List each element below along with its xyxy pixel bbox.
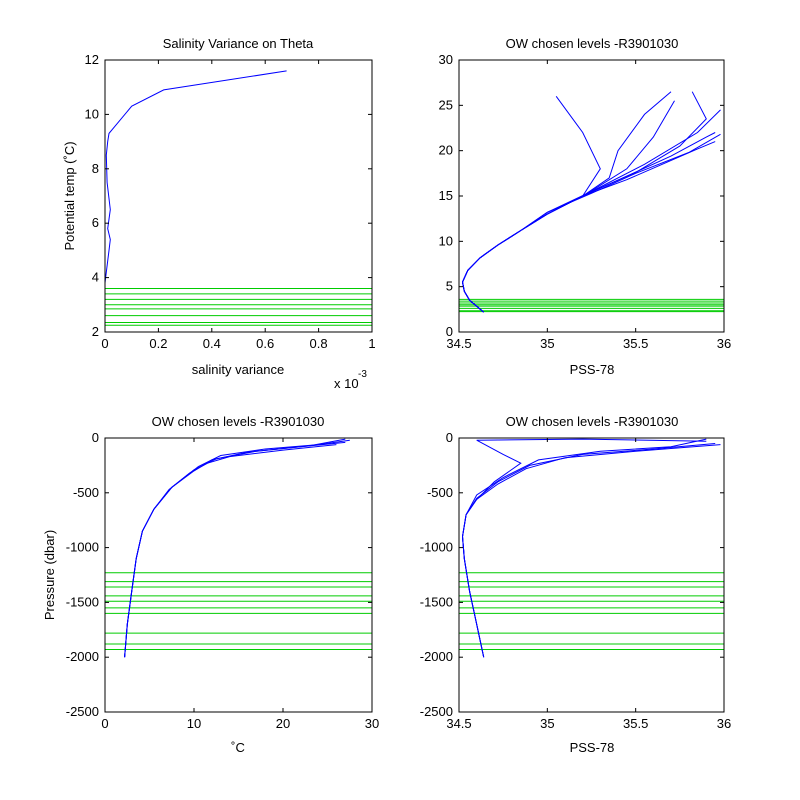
panel-3-series	[124, 438, 350, 658]
profile-series-line	[124, 438, 346, 658]
panel-1-x-multiplier-exponent: -3	[358, 369, 367, 380]
y-tick-label: -500	[73, 485, 99, 500]
panel-1-axes-box	[104, 59, 373, 333]
y-tick-label: 20	[439, 143, 453, 158]
x-tick-label: 36	[717, 716, 731, 731]
y-tick-label: 8	[92, 161, 99, 176]
panel-1-series	[104, 70, 287, 284]
panel-2-xlabel: PSS-78	[570, 362, 615, 377]
panel-4-yticks: -2500 -2000 -1500 -1000 -500 0	[420, 430, 724, 719]
x-tick-label: 30	[365, 716, 379, 731]
x-tick-label: 34.5	[446, 336, 471, 351]
panel-1-x-multiplier: x 10	[334, 376, 359, 391]
y-tick-label: 0	[446, 430, 453, 445]
panel-3-ylabel: Pressure (dbar)	[42, 530, 57, 620]
panel-3-axes-box	[104, 437, 373, 713]
y-tick-label: -2500	[66, 704, 99, 719]
x-tick-label: 0.8	[310, 336, 328, 351]
panel-4-xlabel: PSS-78	[570, 740, 615, 755]
x-tick-label: 0.2	[149, 336, 167, 351]
panel-1-yticks: 2 4 6 8 10 12	[85, 52, 372, 339]
panel-3-xticks: 0 10 20 30	[101, 438, 379, 731]
panel-2-yticks: 0 5 10 15 20 25 30	[439, 52, 724, 339]
y-tick-label: 2	[92, 324, 99, 339]
profile-series-line	[461, 133, 721, 313]
x-tick-label: 0.6	[256, 336, 274, 351]
x-tick-label: 35	[540, 716, 554, 731]
panel-theta-salinity: OW chosen levels -R3901030 34.5 35 35.5 36 …	[439, 36, 732, 377]
x-tick-label: 1	[368, 336, 375, 351]
y-tick-label: -500	[427, 485, 453, 500]
panel-1-levels	[105, 287, 372, 326]
y-tick-label: -1000	[420, 540, 453, 555]
panel-4-axes-box	[458, 437, 725, 713]
y-tick-label: 6	[92, 215, 99, 230]
panel-2-title: OW chosen levels -R3901030	[506, 36, 679, 51]
y-tick-label: 5	[446, 279, 453, 294]
y-tick-label: -2000	[66, 649, 99, 664]
x-tick-label: 35	[540, 336, 554, 351]
y-tick-label: -2500	[420, 704, 453, 719]
panel-3-title: OW chosen levels -R3901030	[152, 414, 325, 429]
panel-4-levels	[459, 572, 724, 651]
y-tick-label: 12	[85, 52, 99, 67]
y-tick-label: 0	[92, 430, 99, 445]
x-tick-label: 36	[717, 336, 731, 351]
panel-2-xticks: 34.5 35 35.5 36	[446, 60, 731, 351]
y-tick-label: 30	[439, 52, 453, 67]
x-tick-label: 10	[187, 716, 201, 731]
panel-3-yticks: -2500 -2000 -1500 -1000 -500 0	[66, 430, 372, 719]
x-tick-label: 35.5	[623, 336, 648, 351]
panel-1-ylabel: Potential temp (˚C)	[62, 141, 77, 250]
panel-3-xlabel: ˚C	[231, 740, 245, 755]
panel-pressure-temperature: OW chosen levels -R3901030 0 10 20 30 -2500…	[42, 414, 379, 755]
y-tick-label: 25	[439, 97, 453, 112]
y-tick-label: -1000	[66, 540, 99, 555]
y-tick-label: -2000	[420, 649, 453, 664]
y-tick-label: 4	[92, 270, 99, 285]
y-tick-label: 0	[446, 324, 453, 339]
panel-salinity-variance: Salinity Variance on Theta 0 0.2 0.4 0.6 0.8…	[62, 36, 376, 391]
profile-series-line	[104, 70, 287, 284]
panel-4-series	[461, 438, 721, 658]
x-tick-label: 34.5	[446, 716, 471, 731]
x-tick-label: 0	[101, 716, 108, 731]
y-tick-label: 10	[439, 233, 453, 248]
y-tick-label: 15	[439, 188, 453, 203]
panel-1-title: Salinity Variance on Theta	[163, 36, 314, 51]
y-tick-label: -1500	[66, 594, 99, 609]
panel-1-xticks: 0 0.2 0.4 0.6 0.8 1	[101, 60, 376, 351]
panel-2-series	[461, 91, 721, 313]
panel-4-xticks: 34.5 35 35.5 36	[446, 438, 731, 731]
panel-2-levels	[459, 298, 724, 313]
x-tick-label: 0.4	[203, 336, 221, 351]
y-tick-label: -1500	[420, 594, 453, 609]
x-tick-label: 35.5	[623, 716, 648, 731]
panel-1-xlabel: salinity variance	[192, 362, 285, 377]
x-tick-label: 20	[276, 716, 290, 731]
panel-pressure-salinity: OW chosen levels -R3901030 34.5 35 35.5 36 …	[420, 414, 731, 755]
y-tick-label: 10	[85, 106, 99, 121]
panel-3-levels	[105, 572, 372, 651]
profile-series-line	[461, 438, 707, 658]
panel-4-title: OW chosen levels -R3901030	[506, 414, 679, 429]
x-tick-label: 0	[101, 336, 108, 351]
